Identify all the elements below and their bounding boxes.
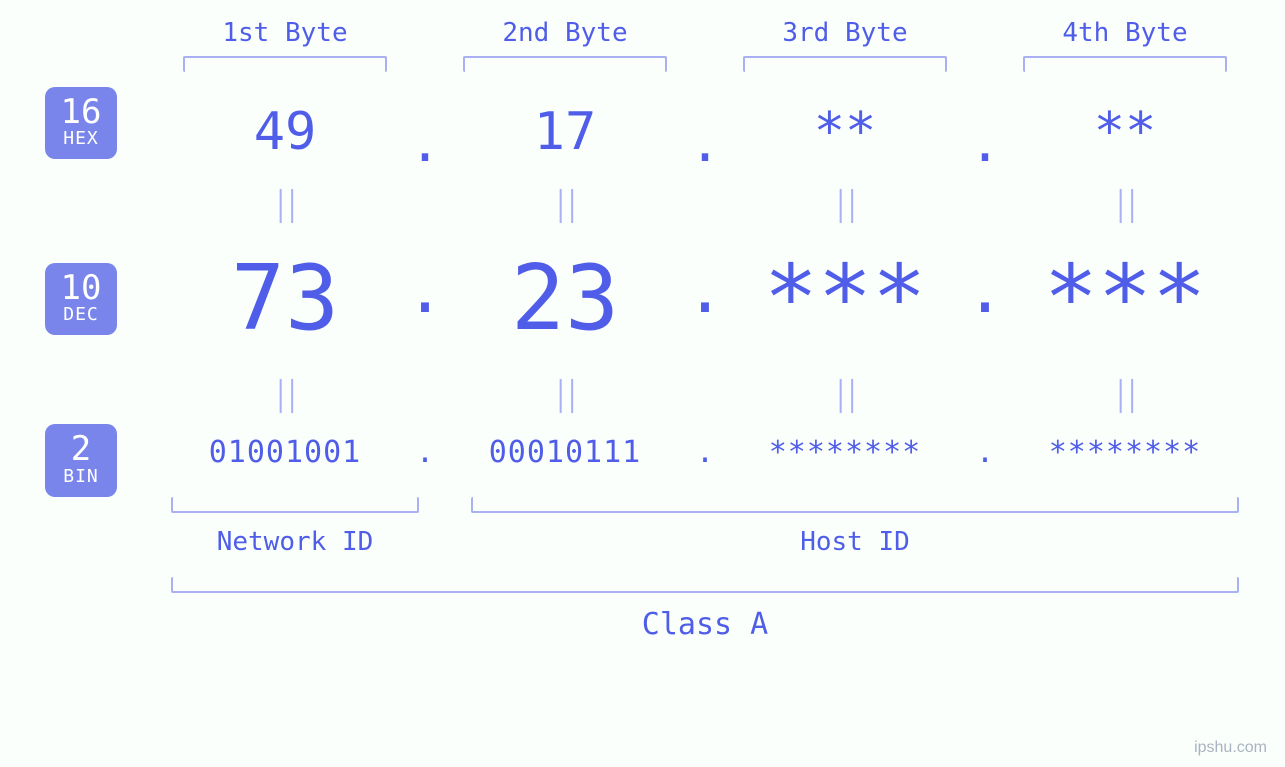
equals-icon: || [761,364,929,424]
hex-badge: 16 HEX [45,87,117,160]
hex-badge-txt: HEX [59,130,103,149]
bin-byte-4: ******** [1005,425,1245,495]
dec-badge-txt: DEC [59,306,103,325]
byte-label-4: 4th Byte [1005,18,1245,56]
dot-icon: . [405,254,445,328]
dec-byte-2: 23 [445,234,685,364]
equals-icon: || [761,174,929,234]
equals-icon: || [481,174,649,234]
bin-badge-txt: BIN [59,468,103,487]
host-id-group: Host ID [465,497,1245,557]
byte-label-3: 3rd Byte [725,18,965,56]
equals-icon: || [201,364,369,424]
dec-badge: 10 DEC [45,263,117,336]
hex-byte-2: 17 [445,72,685,172]
dec-badge-num: 10 [59,271,103,307]
bin-badge: 2 BIN [45,424,117,497]
ip-diagram: 1st Byte 2nd Byte 3rd Byte 4th Byte [45,0,1245,642]
bracket-bottom-icon [471,497,1239,513]
bracket-bottom-icon [171,577,1239,593]
network-id-group: Network ID [165,497,425,557]
equals-icon: || [201,174,369,234]
hex-byte-3: ** [725,72,965,172]
bracket-top-icon [1023,56,1227,72]
bin-byte-3: ******** [725,425,965,495]
bin-byte-1: 01001001 [165,425,405,495]
dot-icon: . [965,425,1005,470]
dot-icon: . [685,72,725,174]
hex-row: 16 HEX 49 . 17 . ** . ** [45,72,1245,174]
dec-byte-1: 73 [165,234,405,364]
class-row: Class A [165,577,1245,642]
hex-byte-1: 49 [165,72,405,172]
bin-badge-num: 2 [59,432,103,468]
group-row: Network ID Host ID [165,497,1245,557]
watermark: ipshu.com [1194,739,1267,757]
host-id-label: Host ID [465,513,1245,557]
dot-icon: . [685,425,725,470]
dot-icon: . [405,72,445,174]
equals-icon: || [481,364,649,424]
dot-icon: . [965,72,1005,174]
bin-row: 2 BIN 01001001 . 00010111 . ******** . *… [45,424,1245,497]
network-id-label: Network ID [165,513,425,557]
bracket-top-icon [463,56,667,72]
dec-row: 10 DEC 73 . 23 . *** . *** [45,234,1245,364]
byte-header-row: 1st Byte 2nd Byte 3rd Byte 4th Byte [45,18,1245,72]
byte-label-2: 2nd Byte [445,18,685,56]
bracket-top-icon [743,56,947,72]
bin-byte-2: 00010111 [445,425,685,495]
hex-byte-4: ** [1005,72,1245,172]
byte-label-1: 1st Byte [165,18,405,56]
eq-row-1: || || || || [45,174,1245,234]
eq-row-2: || || || || [45,364,1245,424]
equals-icon: || [1041,174,1209,234]
dot-icon: . [685,254,725,328]
bracket-bottom-icon [171,497,419,513]
dot-icon: . [965,254,1005,328]
bracket-top-icon [183,56,387,72]
dec-byte-3: *** [725,234,965,364]
hex-badge-num: 16 [59,95,103,131]
class-label: Class A [165,593,1245,642]
equals-icon: || [1041,364,1209,424]
dot-icon: . [405,425,445,470]
dec-byte-4: *** [1005,234,1245,364]
